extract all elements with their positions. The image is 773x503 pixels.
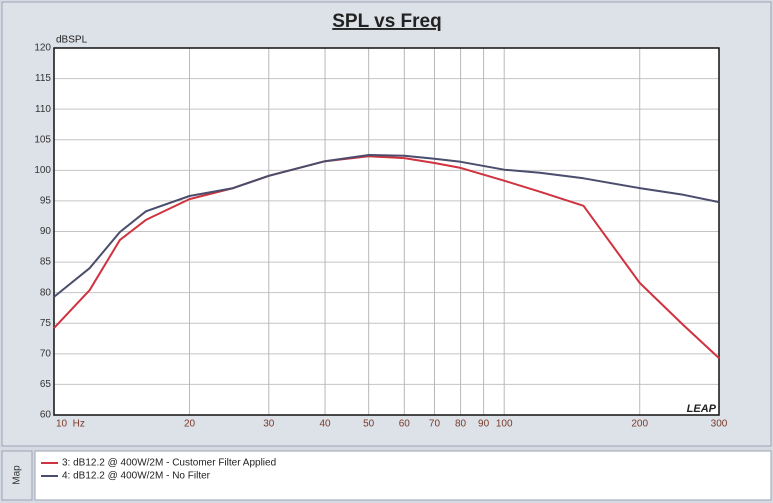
series-line [53,155,720,359]
y-axis-label: dBSPL [56,35,88,46]
legend-box [34,450,772,501]
legend-label: 4: dB12.2 @ 400W/2M - No Filter [62,471,211,482]
y-tick-label: 115 [35,73,51,84]
x-tick-label: 40 [319,419,331,430]
chart-title: SPL vs Freq [332,11,441,32]
x-tick-label: 300 [711,419,728,430]
x-tick-label: 30 [263,419,275,430]
y-tick-label: 120 [34,43,51,54]
y-tick-label: 95 [40,196,52,207]
legend-side [1,450,33,501]
y-tick-label: 110 [35,104,51,115]
y-tick-label: 100 [34,165,51,176]
y-tick-label: 90 [40,226,52,237]
legend-title: Map [12,465,23,485]
plot-frame [53,47,720,416]
y-tick-label: 75 [40,318,52,329]
y-tick-label: 105 [34,134,51,145]
x-tick-label: 10 Hz [56,419,85,430]
y-tick-label: 80 [40,287,52,298]
x-tick-label: 70 [429,419,441,430]
y-tick-label: 85 [40,257,52,268]
series-line [53,154,720,298]
watermark: LEAP [687,403,717,415]
x-tick-label: 100 [496,419,513,430]
x-tick-label: 200 [631,419,648,430]
x-tick-label: 20 [184,419,196,430]
x-tick-label: 90 [478,419,490,430]
y-tick-label: 60 [40,410,52,421]
x-tick-label: 60 [399,419,411,430]
y-tick-label: 65 [40,379,52,390]
x-tick-label: 50 [363,419,375,430]
y-tick-label: 70 [40,348,52,359]
legend-label: 3: dB12.2 @ 400W/2M - Customer Filter Ap… [62,458,276,469]
x-tick-label: 80 [455,419,467,430]
